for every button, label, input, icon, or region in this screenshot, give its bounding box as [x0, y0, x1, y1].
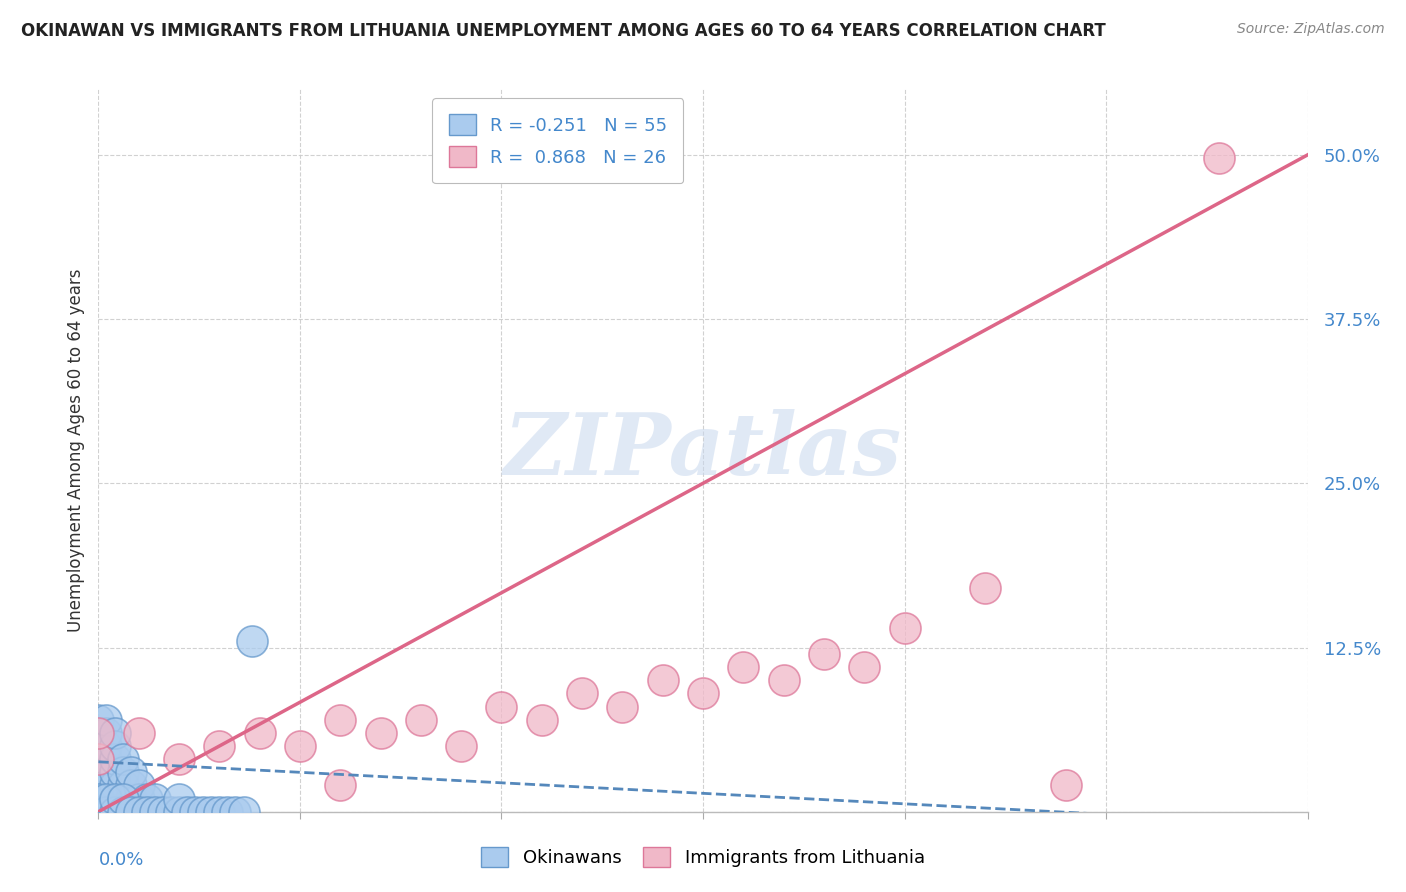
- Point: [103, 765, 125, 780]
- Text: OKINAWAN VS IMMIGRANTS FROM LITHUANIA UNEMPLOYMENT AMONG AGES 60 TO 64 YEARS COR: OKINAWAN VS IMMIGRANTS FROM LITHUANIA UN…: [21, 22, 1107, 40]
- Point: [176, 805, 198, 819]
- Legend: R = -0.251   N = 55, R =  0.868   N = 26: R = -0.251 N = 55, R = 0.868 N = 26: [432, 98, 683, 183]
- Point: [103, 805, 125, 819]
- Point: [96, 805, 118, 819]
- Point: [167, 752, 190, 766]
- Point: [87, 752, 110, 766]
- Point: [96, 779, 118, 793]
- Point: [160, 805, 183, 819]
- Point: [120, 779, 142, 793]
- Point: [450, 739, 472, 753]
- Point: [120, 791, 142, 805]
- Point: [87, 752, 110, 766]
- Point: [87, 765, 110, 780]
- Point: [240, 634, 263, 648]
- Point: [111, 791, 134, 805]
- Point: [974, 582, 997, 596]
- Point: [87, 726, 110, 740]
- Point: [143, 791, 166, 805]
- Point: [167, 791, 190, 805]
- Point: [87, 779, 110, 793]
- Text: ZIPatlas: ZIPatlas: [503, 409, 903, 492]
- Point: [87, 713, 110, 727]
- Point: [96, 713, 118, 727]
- Point: [103, 779, 125, 793]
- Point: [1208, 151, 1230, 165]
- Point: [193, 805, 215, 819]
- Point: [143, 805, 166, 819]
- Point: [128, 805, 150, 819]
- Point: [96, 765, 118, 780]
- Point: [111, 765, 134, 780]
- Point: [96, 726, 118, 740]
- Point: [288, 739, 311, 753]
- Point: [87, 739, 110, 753]
- Point: [232, 805, 254, 819]
- Point: [111, 779, 134, 793]
- Point: [111, 791, 134, 805]
- Point: [111, 752, 134, 766]
- Point: [208, 739, 231, 753]
- Legend: Okinawans, Immigrants from Lithuania: Okinawans, Immigrants from Lithuania: [474, 839, 932, 874]
- Text: Source: ZipAtlas.com: Source: ZipAtlas.com: [1237, 22, 1385, 37]
- Point: [184, 805, 207, 819]
- Point: [167, 805, 190, 819]
- Point: [87, 726, 110, 740]
- Point: [651, 673, 673, 688]
- Point: [571, 686, 593, 700]
- Point: [1054, 779, 1077, 793]
- Point: [329, 779, 352, 793]
- Point: [87, 805, 110, 819]
- Point: [128, 726, 150, 740]
- Point: [128, 791, 150, 805]
- Point: [200, 805, 222, 819]
- Point: [491, 699, 513, 714]
- Point: [370, 726, 392, 740]
- Point: [249, 726, 271, 740]
- Point: [96, 752, 118, 766]
- Point: [813, 647, 835, 661]
- Point: [733, 660, 755, 674]
- Point: [772, 673, 794, 688]
- Point: [853, 660, 876, 674]
- Point: [217, 805, 239, 819]
- Text: 0.0%: 0.0%: [98, 852, 143, 870]
- Point: [409, 713, 432, 727]
- Point: [135, 791, 157, 805]
- Point: [103, 791, 125, 805]
- Point: [96, 739, 118, 753]
- Point: [530, 713, 553, 727]
- Point: [120, 805, 142, 819]
- Point: [208, 805, 231, 819]
- Point: [224, 805, 246, 819]
- Point: [87, 791, 110, 805]
- Point: [96, 791, 118, 805]
- Point: [96, 791, 118, 805]
- Point: [692, 686, 714, 700]
- Point: [612, 699, 634, 714]
- Point: [152, 805, 174, 819]
- Point: [893, 621, 915, 635]
- Point: [103, 739, 125, 753]
- Y-axis label: Unemployment Among Ages 60 to 64 years: Unemployment Among Ages 60 to 64 years: [66, 268, 84, 632]
- Point: [103, 791, 125, 805]
- Point: [120, 765, 142, 780]
- Point: [135, 805, 157, 819]
- Point: [111, 805, 134, 819]
- Point: [128, 779, 150, 793]
- Point: [329, 713, 352, 727]
- Point: [103, 726, 125, 740]
- Point: [103, 752, 125, 766]
